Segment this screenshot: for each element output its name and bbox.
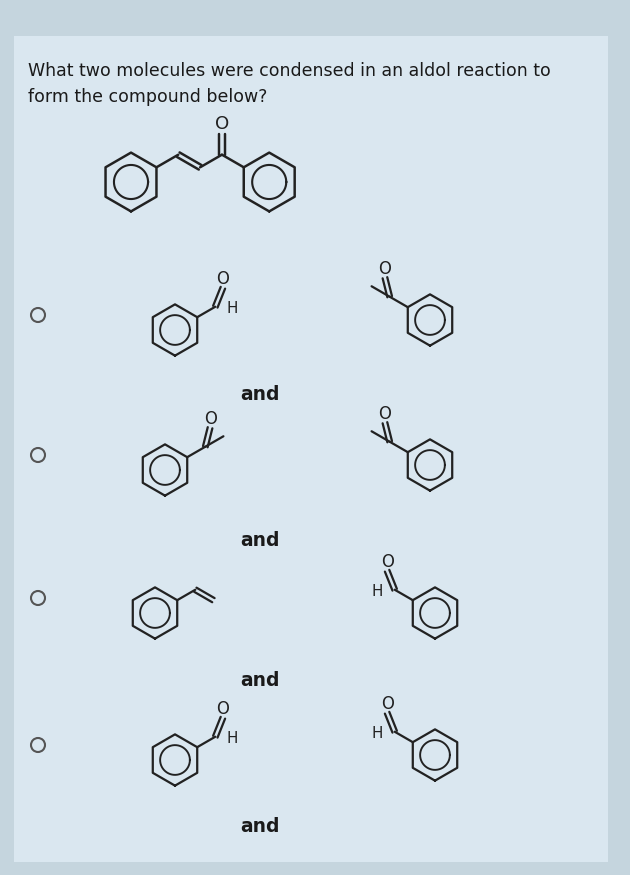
Text: H: H xyxy=(227,301,238,316)
Text: and: and xyxy=(240,530,280,550)
Text: O: O xyxy=(217,270,229,288)
Text: O: O xyxy=(217,700,229,718)
Text: What two molecules were condensed in an aldol reaction to
form the compound belo: What two molecules were condensed in an … xyxy=(28,62,551,106)
Text: O: O xyxy=(203,410,217,428)
Text: H: H xyxy=(372,726,383,741)
Text: and: and xyxy=(240,817,280,836)
Text: O: O xyxy=(379,260,391,278)
Text: and: and xyxy=(240,386,280,404)
Text: O: O xyxy=(379,405,391,423)
Text: O: O xyxy=(381,695,394,713)
Text: and: and xyxy=(240,670,280,690)
Text: H: H xyxy=(372,584,383,599)
Text: O: O xyxy=(215,116,229,133)
Text: O: O xyxy=(381,553,394,571)
Text: H: H xyxy=(227,732,238,746)
